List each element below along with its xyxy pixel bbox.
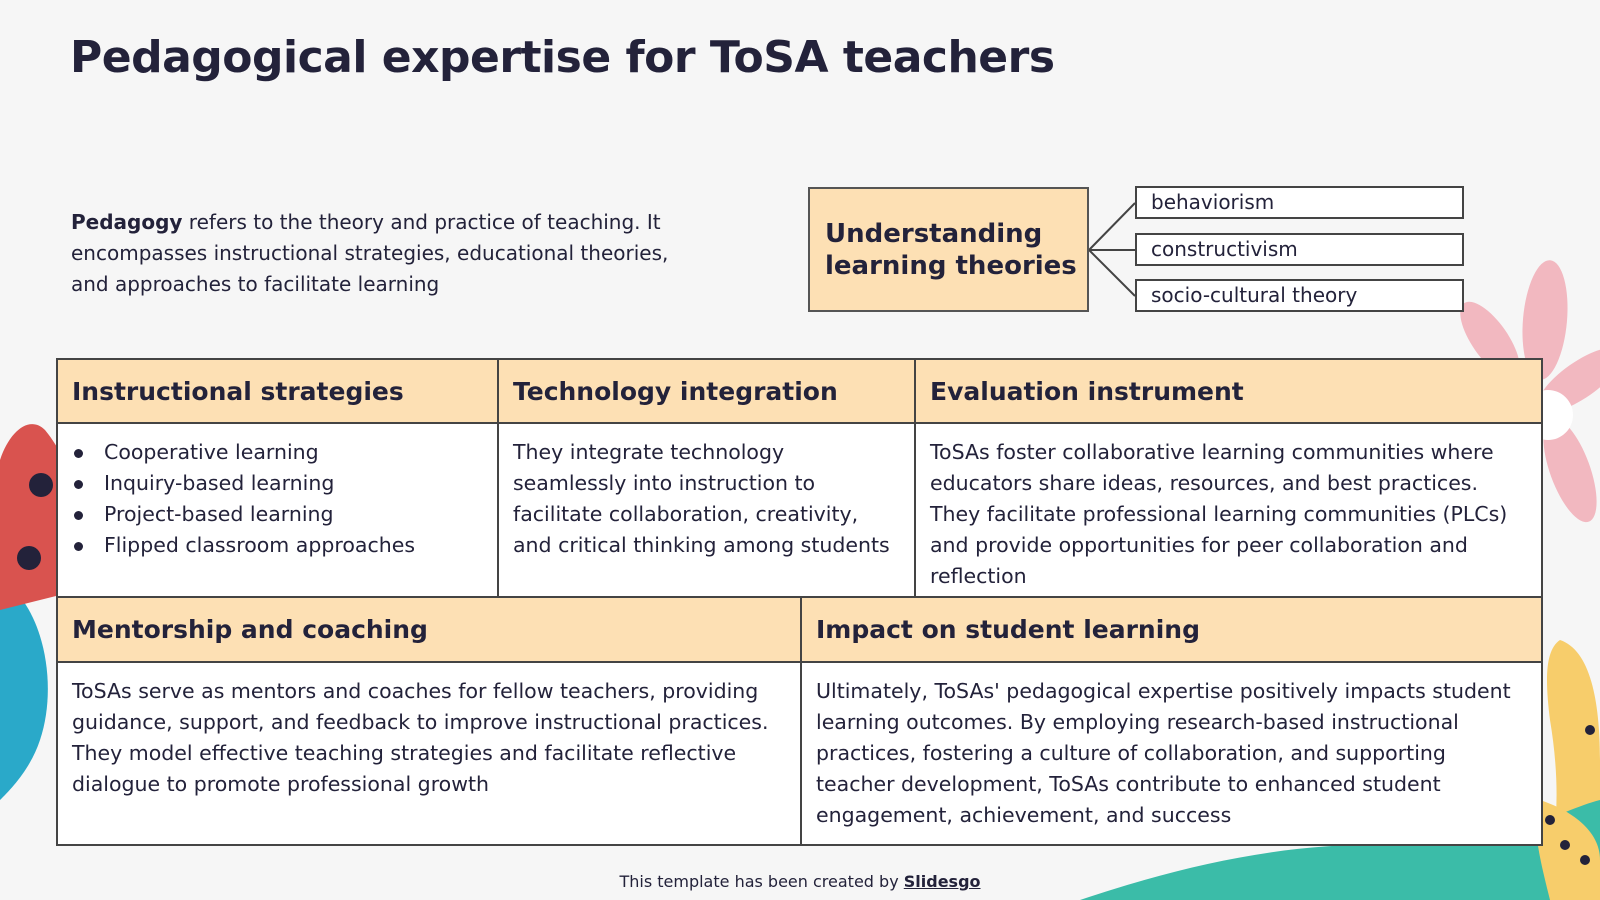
slidesgo-link[interactable]: Slidesgo — [903, 872, 981, 891]
blue-blob — [0, 580, 48, 800]
cell-technology-integration: They integrate technology seamlessly int… — [497, 422, 916, 607]
theory-socio-cultural: socio-cultural theory — [1135, 279, 1464, 312]
list-item: Inquiry-based learning — [72, 468, 483, 499]
cell-instructional-strategies: Cooperative learning Inquiry-based learn… — [56, 422, 499, 607]
teal-wave — [1080, 800, 1600, 900]
table-top: Instructional strategies Technology inte… — [56, 358, 1543, 607]
list-item: Flipped classroom approaches — [72, 530, 483, 561]
intro-paragraph: Pedagogy refers to the theory and practi… — [71, 207, 691, 300]
footer-text: This template has been created by — [619, 872, 904, 891]
intro-text: refers to the theory and practice of tea… — [71, 210, 669, 296]
header-evaluation-instrument: Evaluation instrument — [914, 358, 1543, 424]
cell-impact: Ultimately, ToSAs' pedagogical expertise… — [800, 661, 1543, 846]
header-impact: Impact on student learning — [800, 596, 1543, 663]
cell-evaluation-instrument: ToSAs foster collaborative learning comm… — [914, 422, 1543, 607]
list-item: Project-based learning — [72, 499, 483, 530]
header-instructional-strategies: Instructional strategies — [56, 358, 499, 424]
learning-theories-box: Understanding learning theories — [808, 187, 1089, 312]
theory-constructivism: constructivism — [1135, 233, 1464, 266]
table-bottom: Mentorship and coaching Impact on studen… — [56, 596, 1543, 846]
list-item: Cooperative learning — [72, 437, 483, 468]
header-mentorship: Mentorship and coaching — [56, 596, 802, 663]
intro-term: Pedagogy — [71, 210, 183, 234]
footer-credit: This template has been created by Slides… — [0, 872, 1600, 891]
cell-mentorship: ToSAs serve as mentors and coaches for f… — [56, 661, 802, 846]
connector-lines — [1088, 202, 1136, 297]
page-title: Pedagogical expertise for ToSA teachers — [70, 32, 1055, 83]
header-technology-integration: Technology integration — [497, 358, 916, 424]
theory-behaviorism: behaviorism — [1135, 186, 1464, 219]
